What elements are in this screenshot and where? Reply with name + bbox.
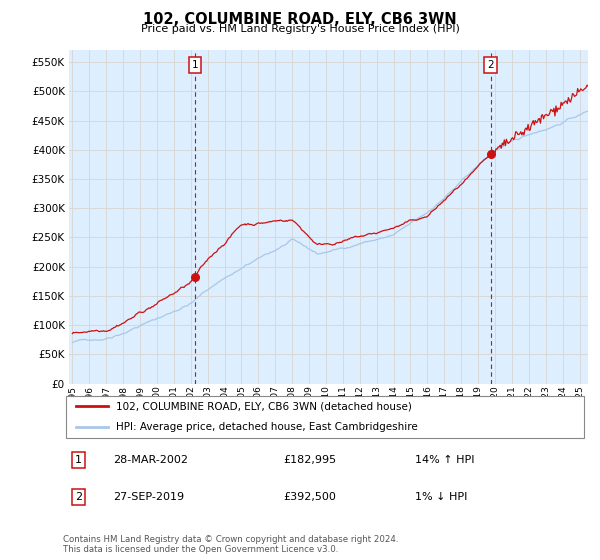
Text: 102, COLUMBINE ROAD, ELY, CB6 3WN (detached house): 102, COLUMBINE ROAD, ELY, CB6 3WN (detac… bbox=[115, 401, 412, 411]
Text: HPI: Average price, detached house, East Cambridgeshire: HPI: Average price, detached house, East… bbox=[115, 422, 417, 432]
Text: 28-MAR-2002: 28-MAR-2002 bbox=[113, 455, 188, 465]
Text: Price paid vs. HM Land Registry's House Price Index (HPI): Price paid vs. HM Land Registry's House … bbox=[140, 24, 460, 34]
Text: 14% ↑ HPI: 14% ↑ HPI bbox=[415, 455, 474, 465]
Text: £392,500: £392,500 bbox=[284, 492, 337, 502]
Text: 1% ↓ HPI: 1% ↓ HPI bbox=[415, 492, 467, 502]
Text: 2: 2 bbox=[487, 60, 494, 71]
Text: Contains HM Land Registry data © Crown copyright and database right 2024.
This d: Contains HM Land Registry data © Crown c… bbox=[63, 535, 398, 554]
Text: 2: 2 bbox=[75, 492, 82, 502]
Text: 102, COLUMBINE ROAD, ELY, CB6 3WN: 102, COLUMBINE ROAD, ELY, CB6 3WN bbox=[143, 12, 457, 27]
Text: 1: 1 bbox=[191, 60, 198, 71]
FancyBboxPatch shape bbox=[65, 395, 584, 438]
Text: 1: 1 bbox=[75, 455, 82, 465]
Text: £182,995: £182,995 bbox=[284, 455, 337, 465]
Text: 27-SEP-2019: 27-SEP-2019 bbox=[113, 492, 184, 502]
